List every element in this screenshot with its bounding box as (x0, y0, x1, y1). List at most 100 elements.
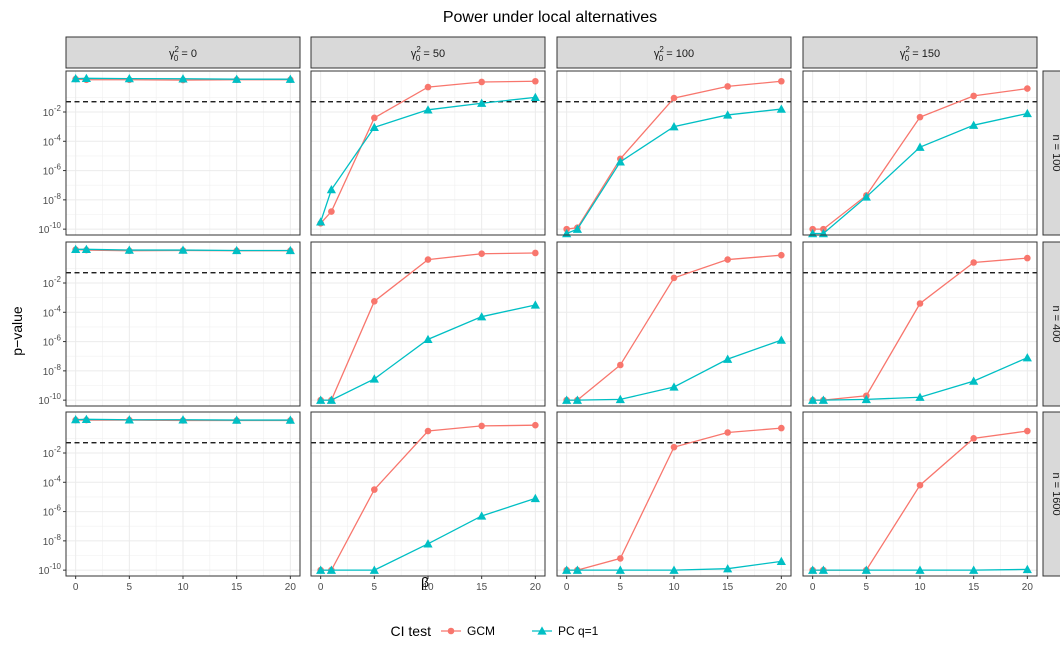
data-point-triangle (572, 395, 582, 404)
data-point-triangle (423, 105, 433, 114)
panel-border (556, 70, 792, 236)
column-strip (556, 36, 792, 69)
facet-panel (65, 70, 301, 236)
data-point-triangle (369, 374, 379, 383)
data-point-triangle (316, 217, 326, 226)
data-point-circle (371, 114, 378, 122)
strip-subscript: 0 (174, 54, 179, 63)
data-point-circle (617, 361, 624, 369)
data-point-triangle (669, 382, 679, 391)
tick-exponent: -10 (49, 562, 61, 571)
data-point-triangle (178, 415, 188, 424)
tick-base: 10 (38, 396, 50, 407)
data-point-triangle (285, 415, 295, 424)
y-tick-label: 10-10 (38, 392, 61, 407)
strip-gamma: γ (900, 48, 906, 60)
panel-border (310, 241, 546, 407)
tick-base: 10 (38, 225, 50, 236)
legend-label: PC q=1 (558, 624, 599, 638)
data-point-circle (670, 94, 678, 102)
tick-exponent: -8 (54, 363, 62, 372)
tick-base: 10 (43, 449, 55, 460)
strip-gamma: γ (411, 48, 417, 60)
data-point-triangle (285, 74, 295, 83)
x-tick-label: 20 (285, 582, 297, 593)
data-point-triangle (723, 354, 733, 363)
legend-title: CI test (391, 623, 432, 639)
tick-exponent: -2 (54, 275, 62, 284)
data-point-triangle (969, 376, 979, 385)
data-point-triangle (124, 245, 134, 254)
column-strip-label: γ2 0 = 150 (900, 45, 940, 63)
column-strip (310, 36, 546, 69)
tick-base: 10 (38, 566, 50, 577)
data-point-triangle (326, 565, 336, 574)
x-tick-label: 5 (372, 582, 378, 593)
data-point-circle (670, 274, 678, 282)
data-point-circle (916, 481, 924, 489)
data-point-triangle (124, 415, 134, 424)
data-point-triangle (71, 74, 81, 83)
data-point-triangle (423, 334, 433, 344)
tick-exponent: -4 (54, 133, 62, 142)
series-line (320, 96, 536, 223)
tick-exponent: -10 (49, 392, 61, 401)
data-point-triangle (530, 300, 540, 309)
data-point-circle (1024, 254, 1031, 262)
data-point-triangle (562, 395, 572, 404)
strip-exponent: 2 (659, 45, 664, 54)
data-point-triangle (124, 74, 134, 83)
x-tick-label: 0 (810, 582, 816, 593)
tick-exponent: -6 (54, 163, 62, 172)
data-point-circle (724, 429, 731, 436)
data-point-circle (724, 83, 731, 90)
data-point-circle (724, 256, 731, 263)
data-point-circle (970, 259, 977, 266)
tick-exponent: -4 (54, 304, 62, 313)
tick-base: 10 (43, 478, 55, 489)
tick-exponent: -2 (54, 445, 62, 454)
facet-panel (556, 241, 792, 407)
data-point-triangle (861, 565, 871, 574)
facet-panel (556, 411, 792, 577)
x-tick-label: 10 (914, 582, 926, 593)
row-strip-label: n = 100 (1050, 134, 1060, 171)
data-point-triangle (562, 565, 572, 574)
chart-title: Power under local alternatives (443, 9, 657, 26)
tick-exponent: -10 (49, 221, 61, 230)
data-point-triangle (1022, 564, 1032, 574)
strip-value: = 50 (420, 48, 445, 60)
data-point-triangle (81, 73, 91, 83)
data-point-triangle (776, 335, 786, 344)
data-point-triangle (71, 415, 81, 424)
data-point-triangle (669, 565, 679, 574)
x-tick-label: 20 (1022, 582, 1034, 593)
panel-border (310, 70, 546, 236)
facet-panel (310, 241, 546, 407)
row-strip-label: n = 400 (1050, 305, 1060, 342)
data-point-triangle (861, 192, 871, 201)
row-strip (1042, 70, 1060, 236)
data-point-triangle (808, 565, 818, 574)
data-point-triangle (178, 245, 188, 254)
x-tick-label: 0 (318, 582, 324, 593)
facet-panel (310, 70, 546, 236)
data-point-circle (447, 627, 455, 635)
panel-border (802, 70, 1038, 236)
data-point-triangle (530, 493, 540, 503)
data-point-circle (970, 435, 977, 442)
data-point-triangle (369, 565, 379, 574)
tick-base: 10 (43, 108, 55, 119)
x-tick-label: 10 (177, 582, 189, 593)
data-point-triangle (477, 98, 487, 107)
facet-panel (802, 70, 1038, 238)
facet-panel (802, 411, 1038, 577)
data-point-triangle (369, 122, 379, 132)
facet-panel (556, 70, 792, 238)
row-strip-label: n = 1600 (1050, 472, 1060, 515)
x-tick-label: 20 (530, 582, 542, 593)
strip-value: = 150 (909, 48, 940, 60)
x-tick-label: 15 (231, 582, 243, 593)
data-point-triangle (818, 565, 828, 574)
data-point-triangle (776, 104, 786, 113)
